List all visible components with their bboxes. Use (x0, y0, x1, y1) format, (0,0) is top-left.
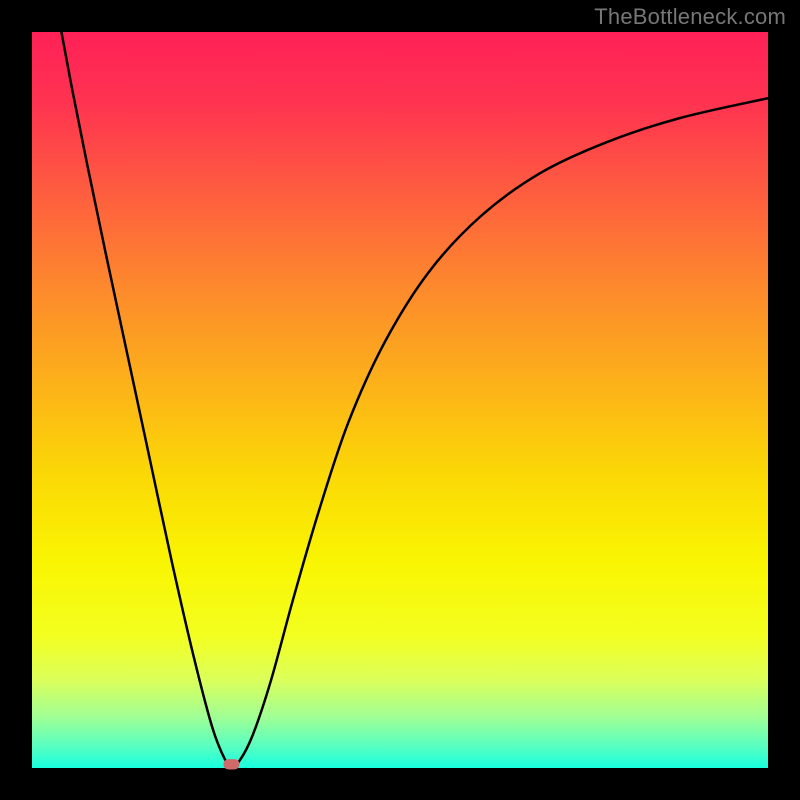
bottleneck-chart (0, 0, 800, 800)
chart-container: TheBottleneck.com (0, 0, 800, 800)
watermark-label: TheBottleneck.com (594, 4, 786, 30)
optimum-marker (223, 759, 239, 769)
plot-area (32, 32, 768, 768)
